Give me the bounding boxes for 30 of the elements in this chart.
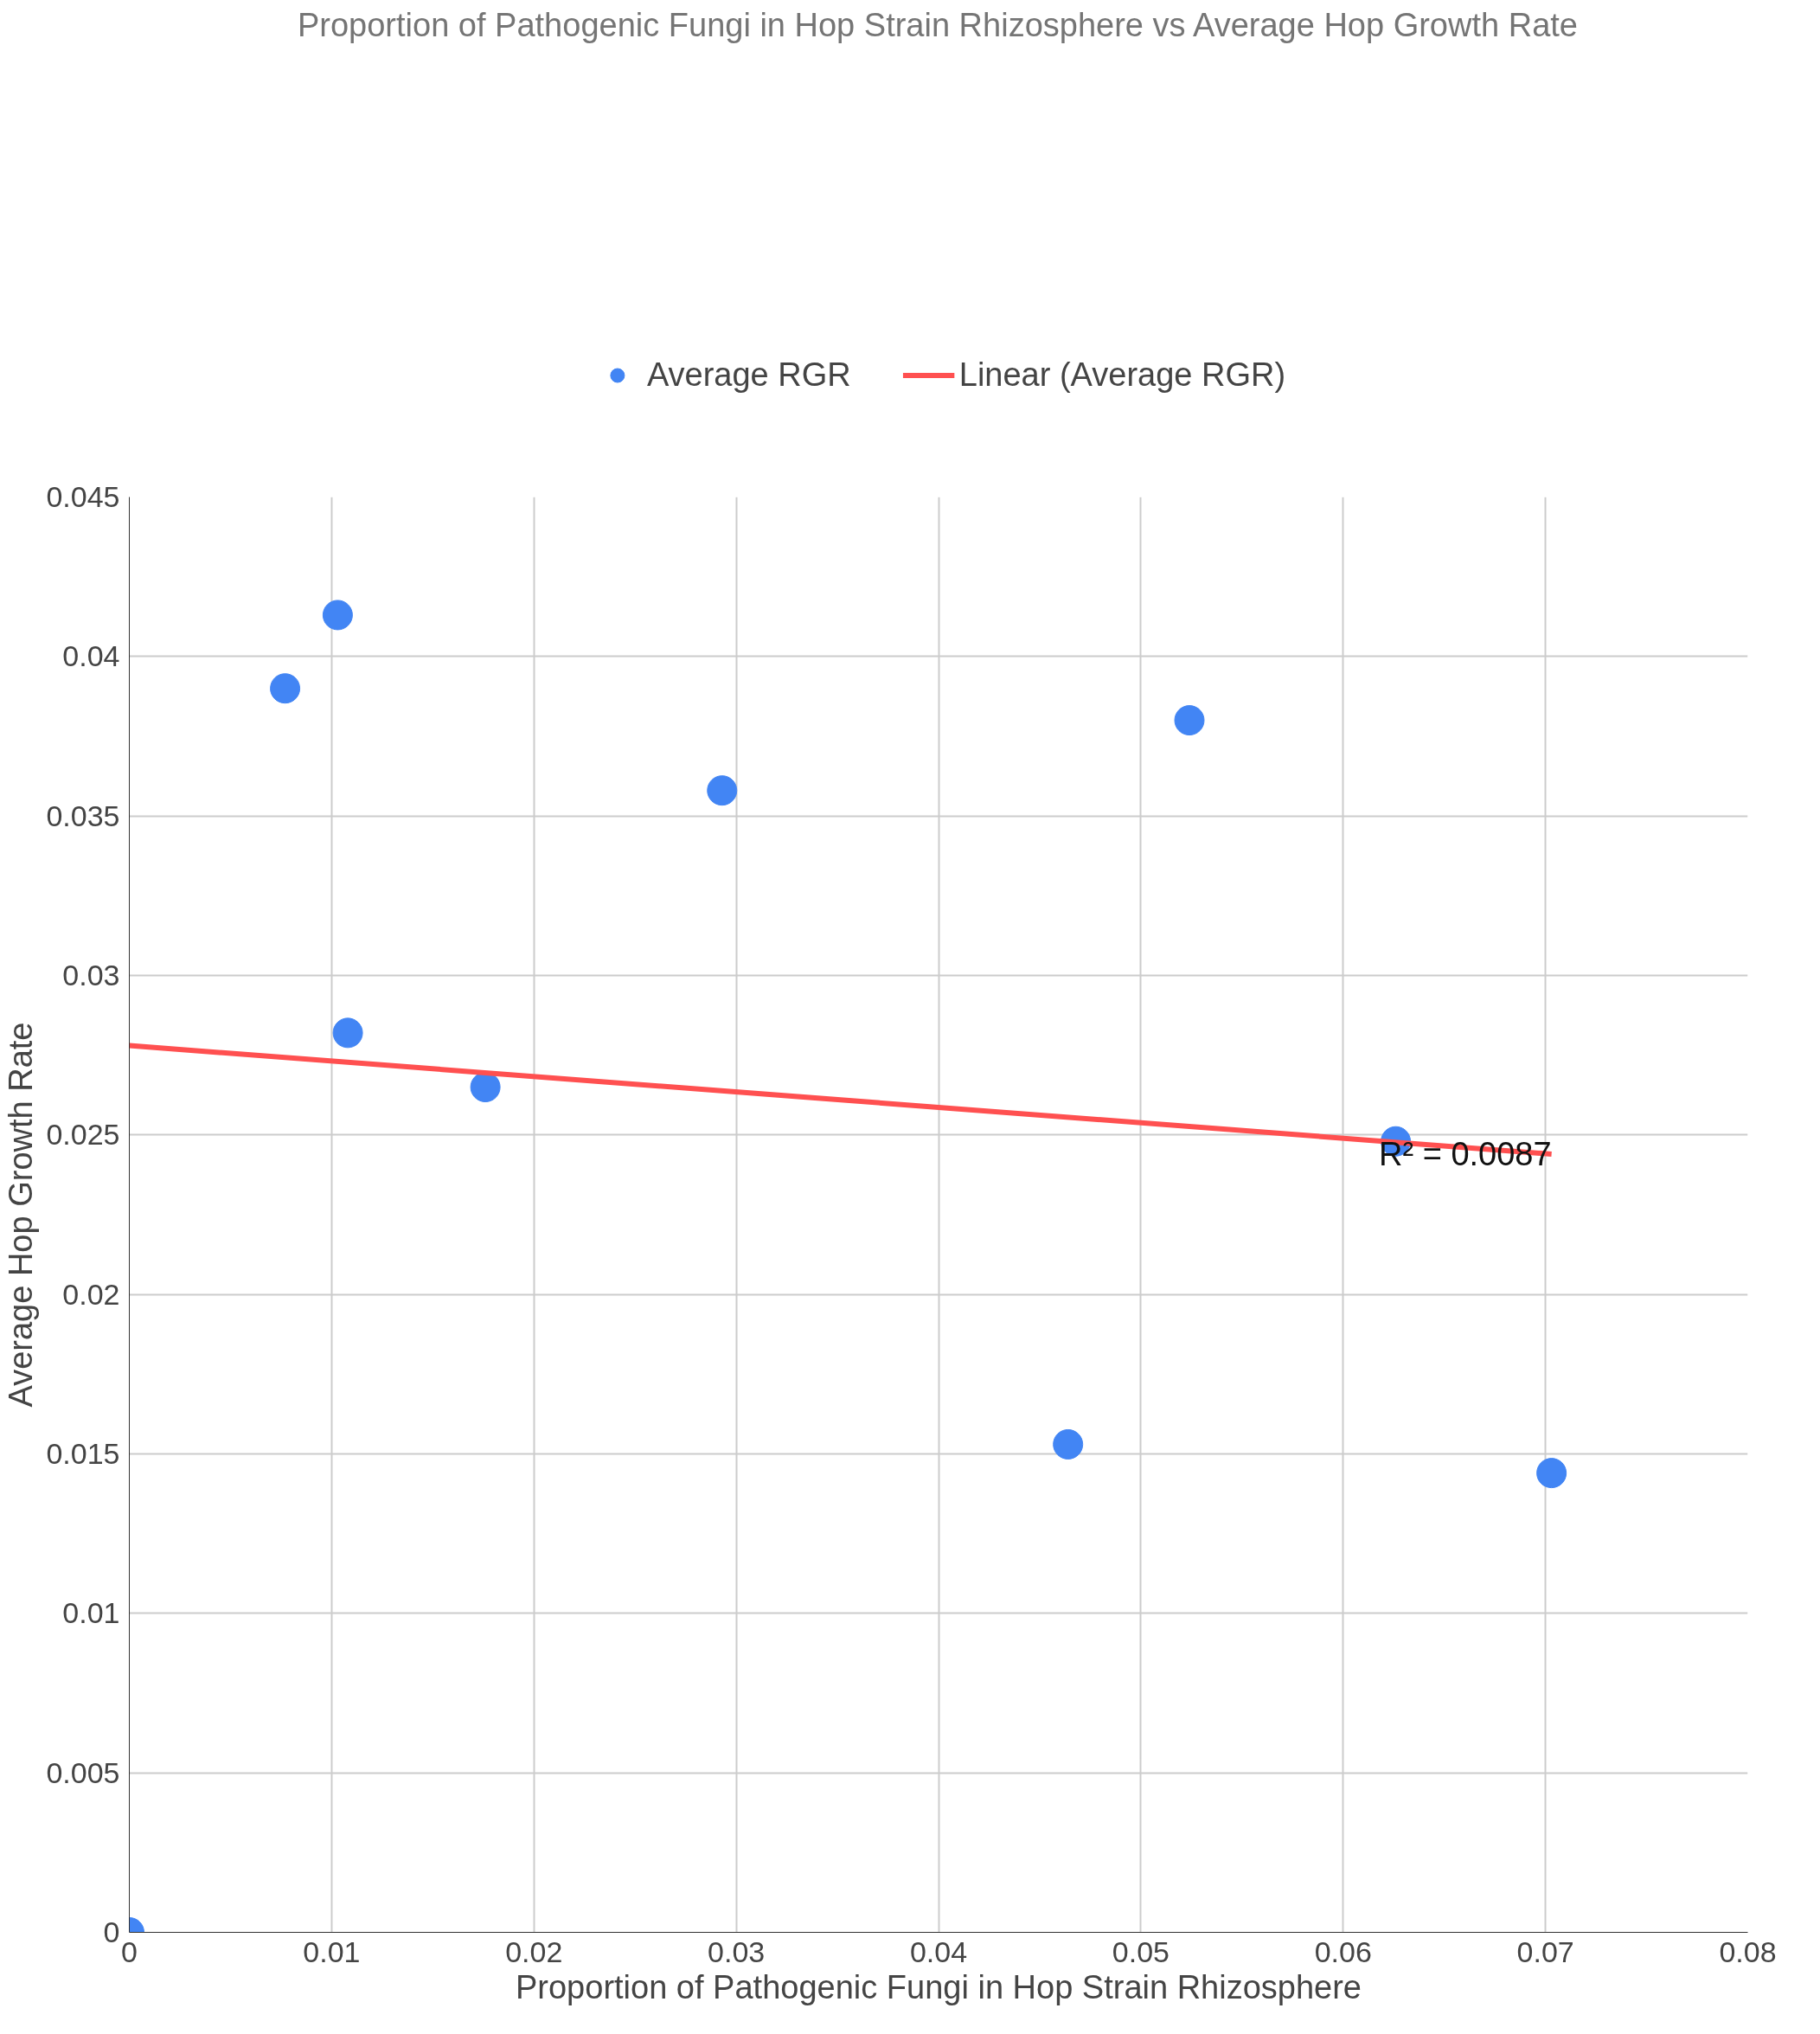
y-tick-label: 0.025 bbox=[46, 1118, 120, 1152]
point bbox=[470, 1072, 501, 1102]
y-tick-label: 0.01 bbox=[62, 1596, 120, 1630]
x-tick-label: 0.07 bbox=[1516, 1935, 1574, 1968]
x-tick-label: 0.02 bbox=[505, 1935, 563, 1968]
x-tick-label: 0.08 bbox=[1719, 1935, 1777, 1968]
x-tick-label: 0.03 bbox=[708, 1935, 766, 1968]
y-tick-label: 0.015 bbox=[46, 1437, 120, 1470]
y-tick-label: 0.03 bbox=[62, 959, 120, 991]
legend-label: Linear (Average RGR) bbox=[958, 356, 1286, 394]
x-tick-label: 0.06 bbox=[1314, 1935, 1372, 1968]
y-tick-label: 0.005 bbox=[46, 1755, 120, 1789]
legend-label: Average RGR bbox=[646, 356, 851, 394]
point bbox=[322, 600, 353, 631]
point bbox=[332, 1017, 363, 1049]
x-tick-label: 0.04 bbox=[909, 1935, 968, 1968]
x-axis-title: Proportion of Pathogenic Fungi in Hop Strain Rhizosphere bbox=[515, 1968, 1362, 2005]
point bbox=[1536, 1458, 1567, 1489]
x-tick-label: 0.05 bbox=[1112, 1935, 1170, 1968]
x-tick-label: 0.01 bbox=[303, 1935, 361, 1968]
y-tick-label: 0.045 bbox=[46, 480, 120, 513]
chart-title: Proportion of Pathogenic Fungi in Hop Strain Rhizosphere vs Average Hop Growth Rate bbox=[297, 6, 1578, 43]
point bbox=[1174, 705, 1205, 736]
y-axis-title: Average Hop Growth Rate bbox=[3, 1022, 40, 1408]
point bbox=[270, 673, 301, 704]
point bbox=[1053, 1428, 1084, 1460]
y-tick-label: 0.04 bbox=[62, 639, 120, 673]
y-tick-label: 0.035 bbox=[46, 799, 120, 832]
y-tick-label: 0.02 bbox=[62, 1277, 120, 1311]
point bbox=[707, 775, 738, 806]
